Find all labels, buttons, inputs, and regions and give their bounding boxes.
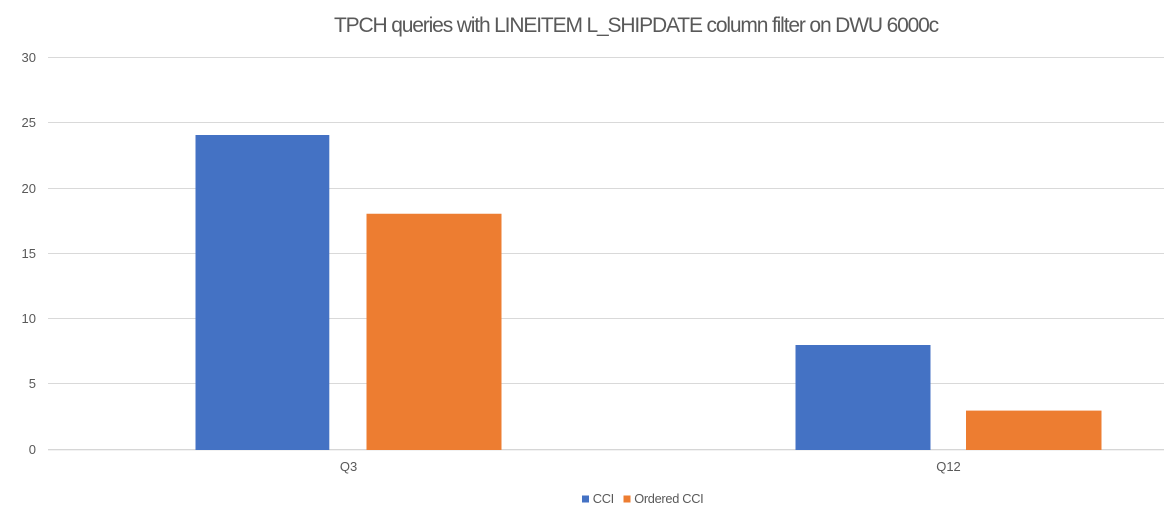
svg-text:Q12: Q12	[936, 459, 961, 474]
svg-text:TPCH queries with LINEITEM L_S: TPCH queries with LINEITEM L_SHIPDATE co…	[334, 14, 939, 37]
svg-text:Ordered CCI: Ordered CCI	[634, 491, 703, 506]
svg-text:25: 25	[22, 115, 36, 130]
svg-text:10: 10	[22, 311, 36, 326]
svg-text:20: 20	[22, 181, 36, 196]
svg-text:5: 5	[29, 376, 36, 391]
svg-text:30: 30	[22, 50, 36, 65]
svg-text:15: 15	[22, 246, 36, 261]
svg-text:Q3: Q3	[340, 459, 357, 474]
svg-text:0: 0	[29, 442, 36, 457]
svg-text:CCI: CCI	[593, 491, 614, 506]
